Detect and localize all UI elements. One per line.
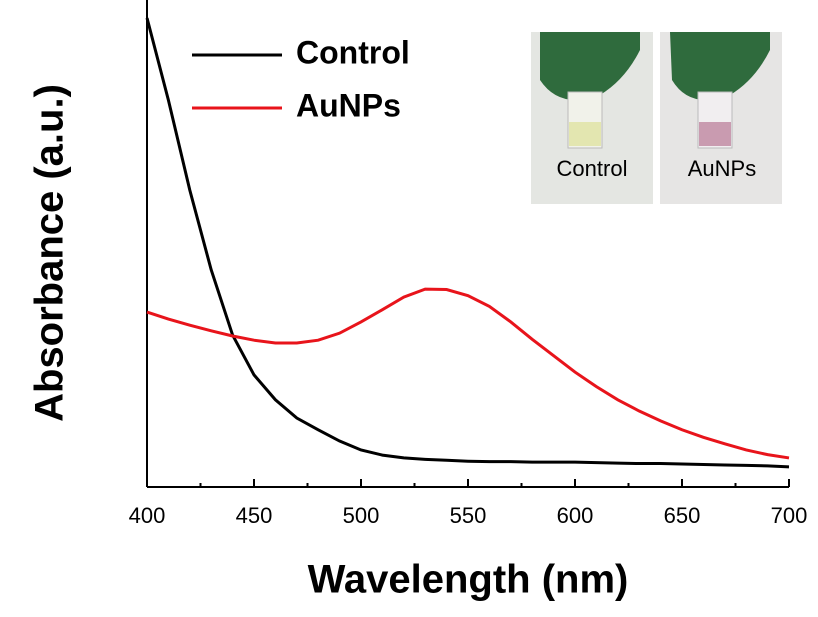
legend-label: Control	[296, 34, 410, 70]
glove	[540, 32, 640, 100]
inset-label: Control	[557, 156, 628, 181]
glove	[670, 32, 770, 100]
x-tick-label: 700	[771, 503, 808, 528]
x-tick-label: 500	[343, 503, 380, 528]
liquid	[699, 122, 731, 146]
inset	[531, 32, 782, 204]
x-tick-label: 400	[129, 503, 166, 528]
x-tick-label: 650	[664, 503, 701, 528]
data-line	[146, 287, 790, 460]
legend-label: AuNPs	[296, 87, 401, 123]
x-tick-label: 550	[450, 503, 487, 528]
inset-label: AuNPs	[688, 156, 756, 181]
y-axis-title: Absorbance (a.u.)	[28, 84, 72, 422]
liquid	[569, 122, 601, 146]
data-line	[145, 17, 790, 469]
x-tick-label: 600	[557, 503, 594, 528]
x-axis-title: Wavelength (nm)	[308, 558, 629, 602]
x-tick-label: 450	[236, 503, 273, 528]
